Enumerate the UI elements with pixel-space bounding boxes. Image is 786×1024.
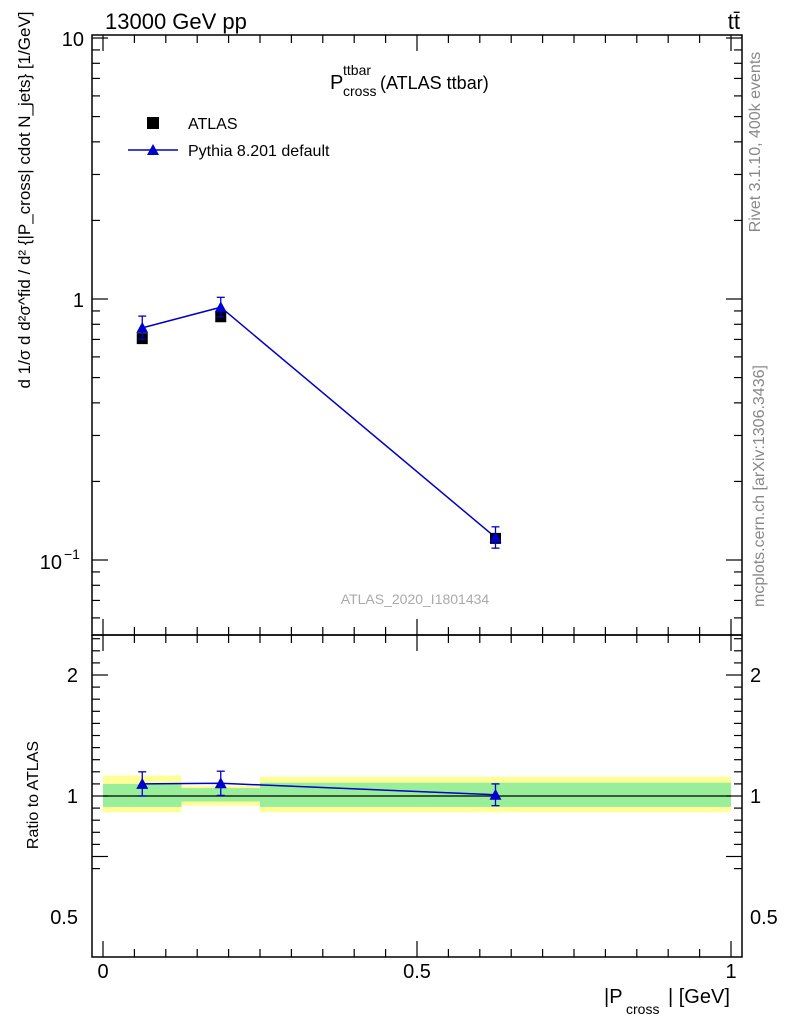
plot-title: P ttbar cross (ATLAS ttbar) [330,62,489,99]
main-axis-ticks [92,35,742,635]
pythia-data-point [489,531,502,543]
ratio-y-tick-label-0.5: 0.5 [50,907,78,929]
x-tick-label-0.5: 0.5 [403,961,431,983]
plot-title-main: P [330,72,343,94]
rivet-version-label: Rivet 3.1.10, 400k events [747,52,764,233]
ratio-data-layer [136,770,502,807]
ratio-pythia-point [489,788,502,800]
ratio-pythia-point [214,777,227,789]
ratio-uncertainty-bands [103,775,731,813]
ratio-y-tick-label-2-right: 2 [750,665,761,687]
pythia-data-point [136,321,149,333]
mcplots-source-label: mcplots.cern.ch [arXiv:1306.3436] [751,365,768,607]
ratio-plot-panel [91,634,743,958]
plot-title-subscript: cross [343,83,376,99]
legend-pythia-label: Pythia 8.201 default [188,143,330,160]
y-tick-label-10: 10 [62,29,84,51]
ratio-pythia-point [136,777,149,789]
main-y-tick-labels: 10 1 10 −1 [40,29,84,574]
legend: ATLAS Pythia 8.201 default [128,116,330,160]
legend-atlas-label: ATLAS [188,116,238,133]
legend-atlas-marker [147,117,159,129]
x-tick-labels: 0 0.5 1 [97,961,736,983]
ratio-y-tick-label-2: 2 [67,665,78,687]
x-axis-title-subscript: cross [626,1001,659,1017]
x-axis-title: |P cross | [GeV] [604,986,730,1017]
pythia-series-line [142,306,496,539]
x-tick-label-0: 0 [97,961,108,983]
plot-title-rest: (ATLAS ttbar) [380,73,489,93]
analysis-watermark: ATLAS_2020_I1801434 [341,591,490,607]
ratio-axis-ticks [92,635,742,957]
y-tick-label-0.1-base: 10 [40,552,62,574]
y-tick-label-0.1-exp: −1 [64,546,80,562]
ratio-y-tick-label-0.5-right: 0.5 [750,907,778,929]
main-data-layer [136,296,502,549]
x-axis-title-rest: | [GeV] [668,986,730,1008]
ratio-y-tick-label-1-right: 1 [750,786,761,808]
ratio-y-tick-label-1: 1 [67,786,78,808]
x-tick-label-1: 1 [725,961,736,983]
ratio-y-tick-labels-right: 2 1 0.5 [750,665,778,929]
plot-title-superscript: ttbar [343,62,371,78]
main-y-axis-title: d 1/σ d d²σ^fid / d² {|P_cross| cdot N_j… [15,11,34,388]
header-energy-label: 13000 GeV pp [105,9,247,34]
ratio-y-axis-title: Ratio to ATLAS [25,741,42,849]
pythia-data-point [214,301,227,313]
legend-pythia-marker [147,144,159,155]
ratio-y-tick-labels-left: 2 1 0.5 [50,665,78,929]
y-tick-label-1: 1 [73,290,84,312]
x-axis-title-main: |P [604,986,623,1008]
header-process-label: tt̄ [728,9,740,34]
